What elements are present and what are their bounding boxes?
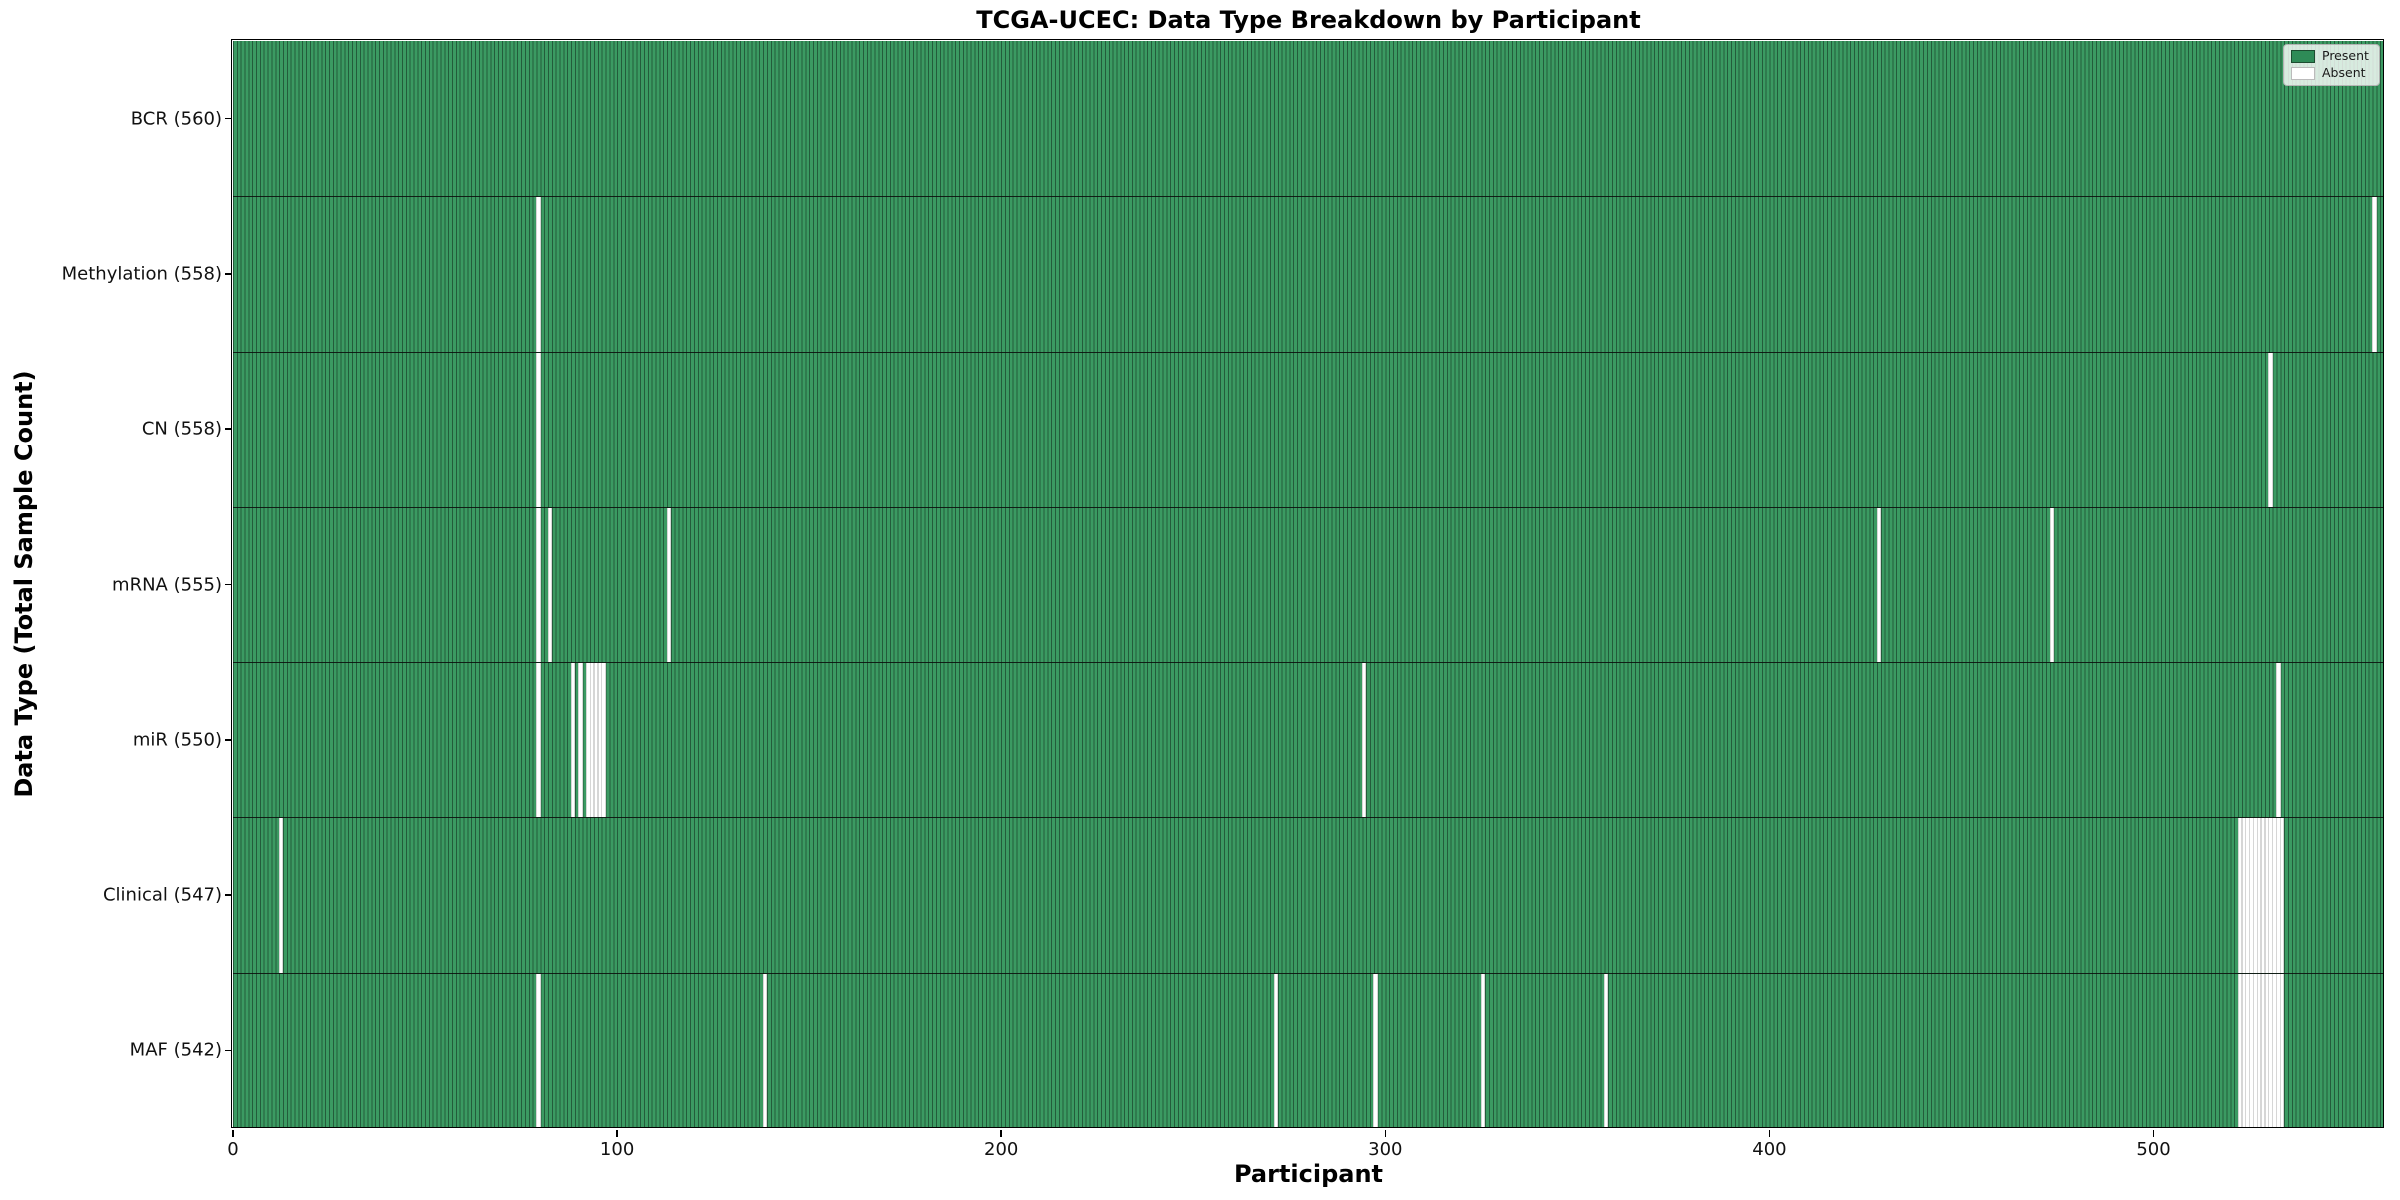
y-tick xyxy=(225,894,233,896)
absent-bar xyxy=(597,663,603,818)
legend-label: Absent xyxy=(2322,65,2366,81)
y-tick-label: mRNA (555) xyxy=(112,574,222,595)
absent-bar xyxy=(2276,663,2281,818)
x-tick xyxy=(1384,1129,1387,1137)
absent-bar xyxy=(536,663,541,818)
y-tick-label: MAF (542) xyxy=(129,1039,222,1061)
absent-bar xyxy=(547,507,553,663)
absent-bar xyxy=(1876,507,1882,663)
y-tick xyxy=(225,583,233,586)
absent-bar xyxy=(2049,507,2054,663)
absent-bar xyxy=(1481,973,1486,1128)
absent-bar xyxy=(2272,818,2277,973)
absent-bar xyxy=(593,663,599,818)
row-BCR xyxy=(233,41,2384,197)
absent-bar xyxy=(2249,973,2254,1128)
absent-bar xyxy=(536,352,541,507)
absent-bar xyxy=(2268,818,2273,973)
x-tick xyxy=(2152,1129,2155,1137)
absent-bar xyxy=(2237,818,2243,973)
x-tick xyxy=(1000,1129,1002,1137)
absent-bar xyxy=(2260,973,2266,1128)
row-miR xyxy=(233,662,2384,818)
absent-bar xyxy=(762,973,768,1128)
plot-area xyxy=(233,41,2384,1128)
absent-bar xyxy=(2279,818,2285,973)
y-tick xyxy=(225,273,233,275)
x-axis-label: Participant xyxy=(1233,1160,1384,1188)
absent-bar xyxy=(2253,973,2258,1128)
absent-bar xyxy=(666,507,672,663)
absent-bar xyxy=(570,663,576,818)
x-tick-label: 200 xyxy=(984,1139,1019,1160)
legend-label: Present xyxy=(2322,48,2369,64)
absent-bar xyxy=(2245,973,2250,1128)
y-tick-label: Clinical (547) xyxy=(102,884,222,906)
absent-bar xyxy=(578,663,583,818)
absent-bar xyxy=(2264,818,2270,973)
absent-bar xyxy=(2245,818,2250,973)
y-tick-label: miR (550) xyxy=(132,729,222,751)
row-Clinical xyxy=(233,817,2384,973)
absent-bar xyxy=(2276,818,2281,973)
x-tick-label: 100 xyxy=(599,1139,635,1160)
absent-bar xyxy=(2253,818,2258,973)
absent-bar xyxy=(586,663,591,818)
row-mRNA xyxy=(233,506,2384,663)
row-MAF xyxy=(233,972,2384,1128)
legend-entry: Present xyxy=(2291,50,2372,63)
y-tick-label: Methylation (558) xyxy=(61,263,222,285)
x-tick xyxy=(1768,1129,1771,1137)
absent-bar xyxy=(2276,973,2281,1128)
absent-bar xyxy=(2241,818,2247,973)
absent-bar xyxy=(2372,197,2377,352)
absent-bar xyxy=(589,663,595,818)
y-tick xyxy=(225,1049,233,1052)
y-tick-label: CN (558) xyxy=(141,418,222,440)
absent-bar xyxy=(2249,818,2254,973)
absent-bar xyxy=(278,818,284,973)
absent-bar xyxy=(1373,973,1378,1128)
absent-bar xyxy=(2279,973,2285,1128)
chart-title: TCGA-UCEC: Data Type Breakdown by Partic… xyxy=(976,6,1641,34)
absent-bar xyxy=(2268,973,2273,1128)
absent-bar xyxy=(1603,973,1609,1128)
absent-bar xyxy=(536,197,541,352)
absent-bar xyxy=(2256,973,2262,1128)
x-tick xyxy=(232,1129,234,1137)
legend-patch-icon xyxy=(2291,50,2315,63)
legend: Present Absent xyxy=(2283,44,2380,86)
row-CN xyxy=(233,351,2384,507)
absent-bar xyxy=(2256,818,2262,973)
y-tick xyxy=(225,738,233,741)
absent-bar xyxy=(2241,973,2247,1128)
y-tick-label: BCR (560) xyxy=(130,108,222,130)
absent-bar xyxy=(1273,973,1279,1128)
x-tick xyxy=(616,1129,618,1137)
absent-bar xyxy=(2268,352,2273,507)
x-tick-label: 400 xyxy=(1752,1139,1787,1160)
absent-bar xyxy=(601,663,606,818)
absent-bar xyxy=(536,507,541,663)
absent-bar xyxy=(2260,818,2266,973)
absent-bar xyxy=(2264,973,2270,1128)
absent-bar xyxy=(1361,663,1367,818)
y-tick xyxy=(225,117,233,120)
x-tick-label: 0 xyxy=(227,1139,239,1160)
absent-bar xyxy=(536,973,541,1128)
legend-patch-icon xyxy=(2291,67,2315,80)
legend-entry: Absent xyxy=(2291,67,2372,80)
x-tick-label: 300 xyxy=(1368,1139,1403,1160)
absent-bar xyxy=(2272,973,2277,1128)
absent-bar xyxy=(2237,973,2243,1128)
y-tick xyxy=(225,428,233,430)
row-Methylation xyxy=(233,196,2384,352)
x-tick-label: 500 xyxy=(2136,1139,2171,1160)
